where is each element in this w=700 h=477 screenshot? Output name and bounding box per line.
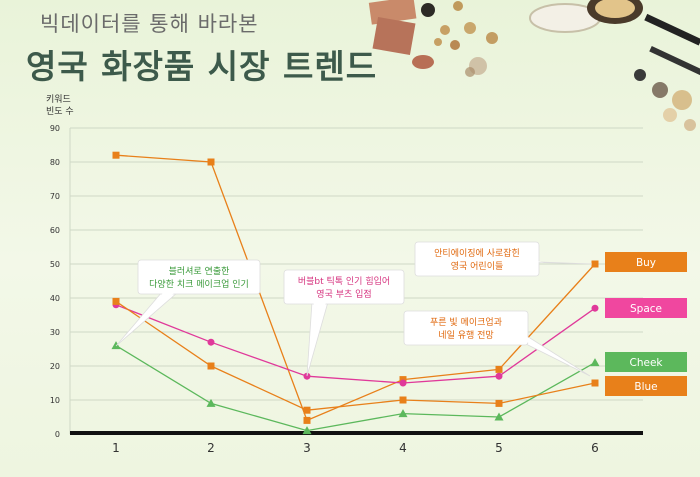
callout-text-4-1: 푸른 빛 메이크업과	[430, 317, 502, 328]
x-tick-label-6: 6	[591, 441, 599, 455]
data-point-space-2	[207, 338, 215, 346]
callout-seam-4	[515, 337, 536, 346]
cosmetics-decoration	[368, 0, 700, 131]
x-tick-label-4: 4	[399, 441, 407, 455]
y-tick-label-60: 60	[50, 226, 60, 235]
callout-text-2-1: 버블bt 틱톡 인기 힘입어	[298, 275, 390, 287]
legend-label-buy: Buy	[636, 257, 656, 269]
y-tick-label-70: 70	[50, 192, 60, 201]
data-point-blue-2	[207, 362, 215, 370]
data-point-cheek-4	[398, 409, 408, 418]
y-tick-label-50: 50	[50, 260, 60, 269]
legend-box-blue	[605, 376, 687, 396]
callout-text-2-2: 영국 부츠 입점	[316, 288, 371, 300]
data-point-cheek-5	[494, 412, 504, 421]
data-point-blue-6	[591, 379, 599, 387]
series-line-space	[115, 304, 596, 384]
data-point-cheek-2	[206, 398, 216, 407]
callout-seam-3	[525, 261, 544, 263]
series-line-cheek	[115, 345, 596, 432]
data-point-buy-5	[495, 365, 503, 373]
legend-label-blue: Blue	[634, 381, 657, 393]
data-point-cheek-6	[590, 358, 600, 367]
callout-box-4	[403, 310, 529, 346]
legend-box-cheek	[605, 352, 687, 372]
legend-box-space	[605, 298, 687, 318]
legend-box-buy	[605, 252, 687, 272]
series-line-buy	[115, 154, 596, 422]
chart-subtitle: 빅데이터를 통해 바라본	[40, 12, 259, 36]
y-axis-label-line2: 빈도 수	[46, 107, 74, 117]
data-point-blue-1	[112, 297, 120, 305]
callout-text-1-2: 다양한 치크 메이크업 인기	[149, 278, 249, 290]
data-point-buy-3	[303, 416, 311, 424]
data-point-blue-5	[495, 399, 503, 407]
callout-box-2	[283, 269, 405, 305]
x-tick-label-3: 3	[303, 441, 311, 455]
x-tick-label-1: 1	[112, 441, 120, 455]
data-point-space-5	[495, 372, 503, 380]
callout-text-3-2: 영국 어린이들	[451, 261, 504, 272]
callout-box-3	[414, 241, 540, 277]
y-tick-label-30: 30	[50, 328, 60, 337]
chart-title: 영국 화장품 시장 트렌드	[26, 47, 378, 86]
callout-box-1	[137, 259, 261, 295]
y-tick-label-90: 90	[50, 124, 60, 133]
y-tick-label-40: 40	[50, 294, 60, 303]
y-tick-label-20: 20	[50, 362, 60, 371]
data-point-buy-2	[207, 158, 215, 166]
data-point-buy-1	[112, 151, 120, 159]
x-tick-label-5: 5	[495, 441, 503, 455]
data-point-blue-3	[303, 406, 311, 414]
legend-label-space: Space	[630, 303, 662, 315]
legend-label-cheek: Cheek	[630, 357, 664, 369]
callout-text-4-2: 네일 유행 전망	[438, 329, 493, 341]
data-point-blue-4	[399, 396, 407, 404]
callout-text-1-1: 블러셔로 연출한	[169, 266, 230, 277]
data-point-space-3	[303, 372, 311, 380]
data-point-cheek-3	[302, 426, 312, 435]
data-point-space-6	[591, 304, 599, 312]
callout-text-3-1: 안티에이징에 사로잡힌	[434, 247, 520, 259]
series-line-blue	[115, 300, 596, 411]
y-axis-label: 키워드 빈도 수	[46, 94, 96, 118]
y-tick-label-10: 10	[50, 396, 60, 405]
y-tick-label-0: 0	[55, 430, 60, 439]
callout-seam-2	[313, 301, 327, 317]
data-point-space-4	[399, 379, 407, 387]
x-tick-label-2: 2	[207, 441, 215, 455]
y-axis-label-line1: 키워드	[46, 95, 71, 105]
callout-seam-1	[159, 291, 177, 303]
y-tick-label-80: 80	[50, 158, 60, 167]
data-point-cheek-1	[111, 341, 121, 350]
data-point-buy-6	[591, 260, 599, 268]
